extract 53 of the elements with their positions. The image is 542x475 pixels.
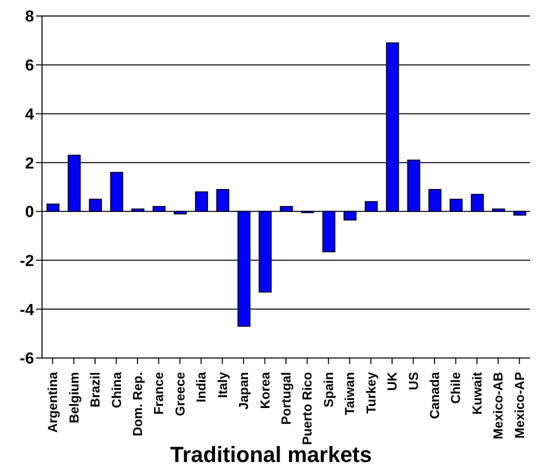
x-tick-label: Turkey: [363, 371, 378, 414]
x-tick-label: US: [406, 372, 421, 390]
bar: [46, 204, 60, 212]
x-tick-label: Dom. Rep.: [130, 372, 145, 436]
bar: [195, 191, 208, 212]
y-tick-label: -4: [20, 302, 34, 319]
y-tick-label: -2: [20, 252, 34, 270]
x-tick-label: Mexico-AB: [490, 372, 506, 440]
bar: [174, 210, 187, 214]
x-tick-label: Puerto Rico: [300, 372, 315, 445]
bar: [428, 188, 442, 212]
bar: [216, 188, 230, 212]
bar: [237, 210, 250, 327]
x-tick-label: Chile: [448, 372, 464, 404]
y-tick-label: 6: [25, 58, 34, 75]
x-tick-label: Taiwan: [342, 372, 358, 416]
bar: [450, 198, 463, 212]
bar: [513, 210, 526, 216]
y-tick-label: 8: [25, 8, 34, 26]
bar: [344, 210, 357, 220]
x-tick-label: Korea: [257, 371, 272, 409]
y-tick-label: 0: [25, 204, 34, 222]
bar: [322, 210, 336, 252]
bar: [131, 208, 144, 212]
bar: [280, 206, 293, 212]
bar: [88, 198, 102, 212]
bar: [364, 201, 378, 212]
x-tick-label: China: [108, 371, 124, 408]
x-tick-label: Argentina: [45, 371, 60, 433]
bar: [68, 154, 81, 212]
x-tick-label: UK: [384, 371, 400, 391]
x-tick-label: Italy: [214, 371, 230, 398]
bar: [407, 160, 420, 212]
x-tick-label: Greece: [172, 372, 188, 416]
y-tick-label: -6: [20, 350, 34, 368]
x-tick-label: Canada: [427, 371, 442, 419]
x-tick-label: Portugal: [278, 372, 294, 425]
bar: [492, 208, 506, 212]
x-tick-label: Belgium: [66, 372, 82, 424]
x-tick-label: France: [151, 372, 166, 415]
bar: [110, 172, 124, 212]
y-tick-label: 4: [25, 106, 34, 124]
y-tick-label: 2: [25, 155, 34, 172]
x-tick-label: Japan: [236, 372, 252, 410]
x-tick-label: Spain: [320, 372, 336, 408]
bar: [470, 194, 484, 212]
x-tick-label: India: [194, 371, 209, 402]
bar: [258, 210, 272, 293]
bar: [152, 206, 166, 212]
x-tick-label: Kuwait: [469, 371, 484, 415]
bar: [386, 42, 399, 212]
x-tick-label: Brazil: [88, 372, 103, 408]
x-tick-label: Mexico-AP: [512, 372, 527, 438]
